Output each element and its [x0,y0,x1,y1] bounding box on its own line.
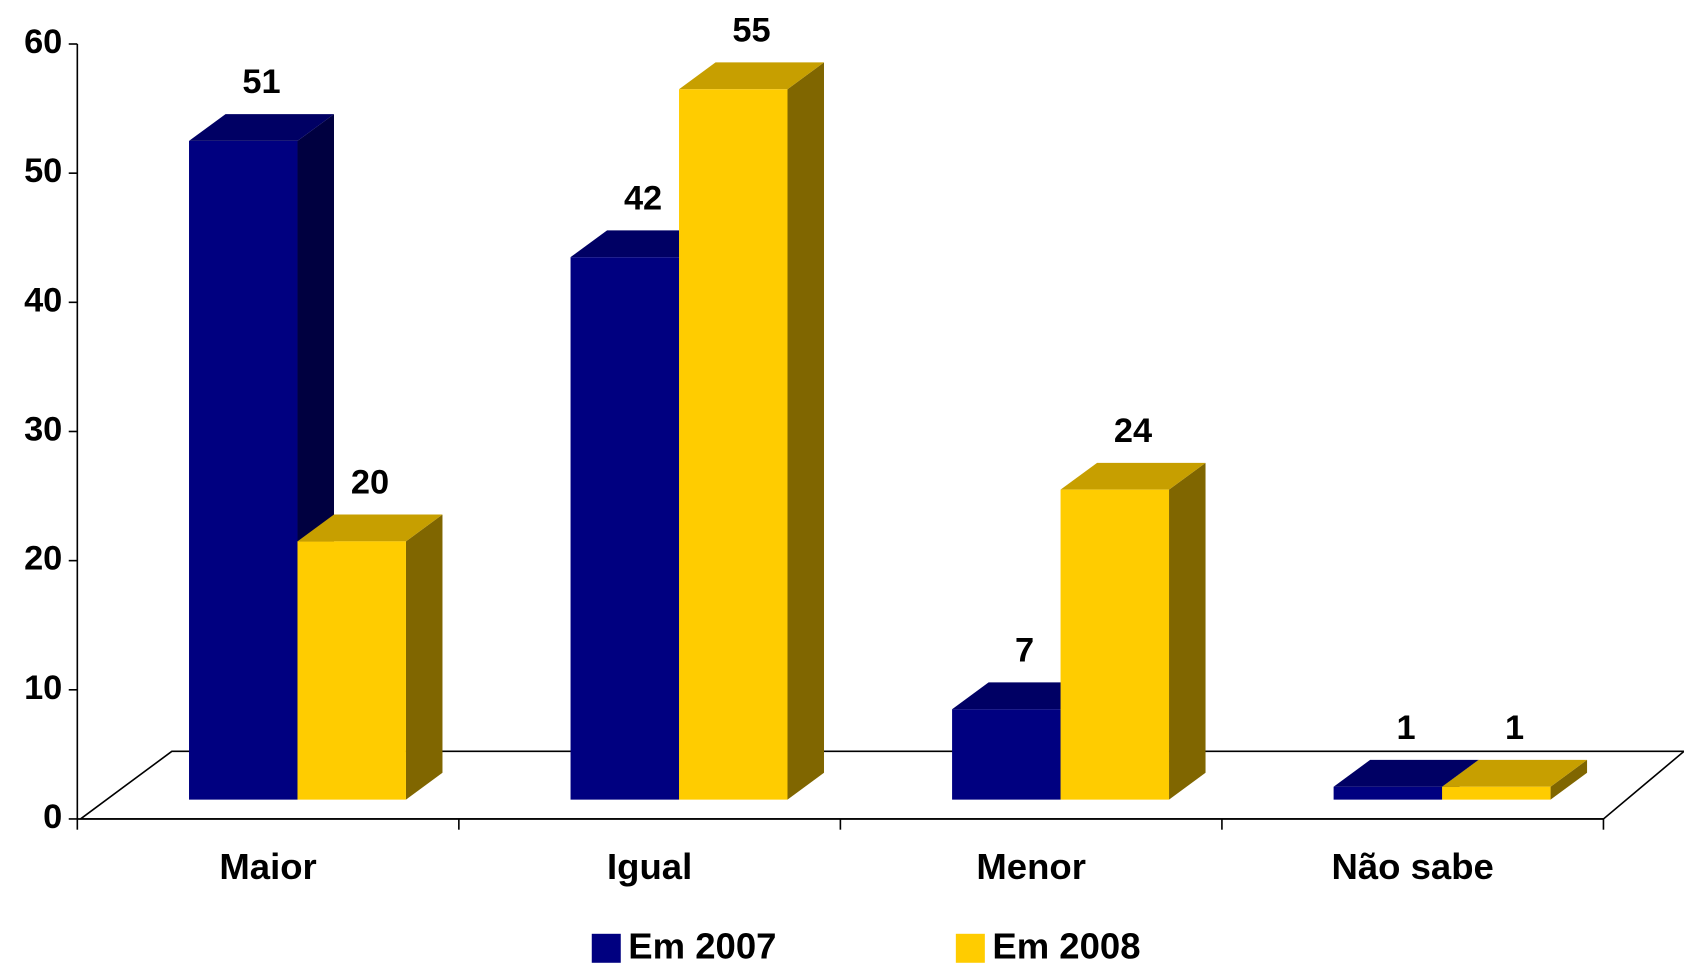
value-label: 24 [1114,412,1152,450]
value-label: 55 [732,11,770,49]
y-tick-label: 20 [24,540,62,578]
bar-top [189,114,335,141]
value-label: 20 [351,464,389,502]
bar [679,89,788,800]
value-label: 7 [1015,631,1034,669]
bar [1333,786,1443,800]
y-tick-label: 60 [24,23,62,61]
bar-side [1169,462,1206,800]
bar-top [1442,759,1588,787]
value-label: 51 [242,63,280,101]
legend-label: Em 2008 [992,925,1140,966]
bar [297,541,406,800]
bar [1060,489,1170,800]
x-tick-label: Não sabe [1332,846,1494,887]
legend-swatch [955,933,985,963]
value-label: 42 [624,179,662,217]
x-tick-label: Igual [607,846,692,887]
y-tick-label: 40 [24,281,62,319]
bar [189,140,298,800]
bar-side [405,514,443,800]
y-tick-label: 10 [24,669,62,707]
value-label: 1 [1505,709,1524,747]
bar [952,709,1061,800]
y-tick-label: 30 [24,411,62,449]
x-tick-label: Menor [976,846,1086,887]
bar [570,257,680,800]
y-tick-label: 0 [43,798,62,836]
bar-side [787,62,825,800]
bar-side [1550,759,1588,800]
value-label: 1 [1397,709,1416,747]
x-tick-label: Maior [219,846,316,887]
bar-top [1060,462,1206,490]
y-tick-label: 50 [24,152,62,190]
bar-top [679,62,825,90]
bar [1442,786,1551,800]
legend-label: Em 2007 [628,925,776,966]
legend-swatch [591,933,621,963]
bar-top [1333,759,1479,787]
bar-top [297,514,443,542]
